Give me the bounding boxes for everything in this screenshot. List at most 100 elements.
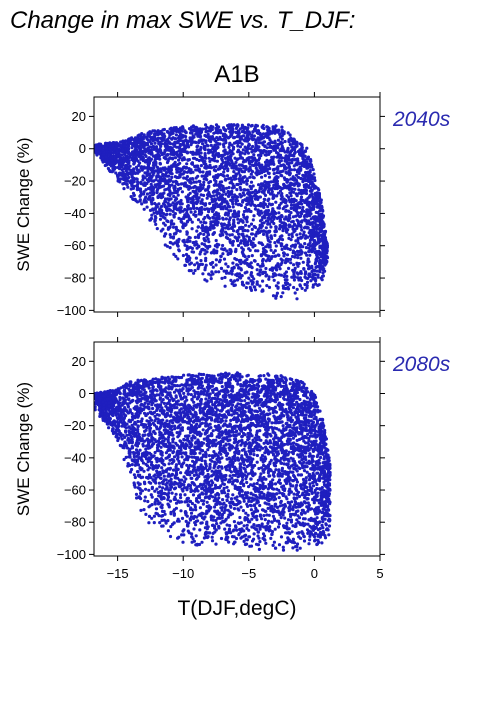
scatter-point — [294, 199, 298, 203]
scatter-point — [258, 153, 263, 157]
scatter-point — [158, 177, 162, 181]
scatter-point — [267, 175, 272, 179]
scatter-point — [236, 148, 240, 152]
scatter-point — [179, 471, 183, 475]
scatter-point — [280, 195, 284, 199]
scatter-point — [227, 136, 231, 140]
scatter-point — [116, 159, 120, 163]
scatter-point — [157, 186, 161, 190]
scatter-point — [247, 142, 251, 146]
scatter-point — [245, 179, 249, 183]
scatter-point — [280, 234, 284, 238]
scatter-point — [300, 228, 304, 232]
scatter-point — [311, 249, 315, 253]
scatter-point — [122, 156, 126, 160]
scatter-point — [125, 150, 130, 154]
scatter-point — [322, 250, 326, 255]
scatter-point — [217, 154, 221, 159]
scatter-point — [265, 153, 269, 157]
scatter-point — [316, 256, 321, 260]
scatter-point — [255, 195, 259, 199]
scatter-point — [197, 167, 201, 171]
scatter-point — [193, 263, 197, 267]
scatter-point — [276, 167, 280, 172]
scatter-point — [292, 285, 296, 290]
scatter-point — [266, 257, 270, 261]
scatter-point — [165, 146, 169, 150]
scatter-point — [217, 270, 221, 274]
scatter-point — [289, 203, 294, 207]
scatter-point — [282, 274, 286, 279]
scatter-point — [262, 232, 266, 236]
scatter-point — [274, 124, 278, 128]
scatter-point — [214, 198, 218, 202]
scatter-point — [185, 162, 189, 166]
scatter-point — [199, 145, 203, 150]
scatter-point — [250, 134, 254, 139]
scatter-point — [162, 221, 166, 225]
scatter-point — [136, 159, 140, 163]
scatter-point — [268, 167, 272, 171]
scatter-point — [299, 225, 303, 229]
scatter-point — [295, 400, 299, 404]
scatter-point — [254, 144, 258, 148]
scatter-point — [236, 144, 240, 148]
scatter-point — [222, 170, 226, 174]
scatter-point — [286, 185, 290, 189]
scatter-point — [265, 273, 269, 277]
scatter-point — [268, 268, 272, 272]
scatter-point — [173, 160, 177, 164]
scatter-point — [252, 156, 256, 160]
scatter-point — [183, 183, 187, 187]
scatter-point — [321, 214, 326, 218]
scatter-point — [289, 261, 293, 265]
scatter-point — [163, 232, 167, 236]
scatter-point — [252, 259, 257, 263]
scatter-point — [129, 187, 133, 191]
scatter-point — [300, 202, 304, 206]
scatter-point — [208, 129, 212, 133]
scatter-point — [165, 244, 169, 248]
scatter-point — [199, 259, 203, 263]
scatter-point — [179, 172, 183, 176]
scatter-point — [223, 152, 227, 156]
scatter-point — [263, 451, 267, 455]
scatter-point — [254, 166, 258, 170]
scatter-point — [259, 201, 263, 206]
scatter-point — [275, 187, 279, 191]
scatter-point — [239, 218, 243, 222]
scatter-point — [288, 158, 292, 162]
scatter-point — [296, 211, 300, 215]
scatter-point — [239, 262, 243, 266]
scatter-point — [308, 222, 312, 226]
scatter-point — [162, 191, 166, 195]
scatter-point — [136, 181, 140, 185]
scatter-point — [236, 140, 240, 145]
scatter-point — [186, 143, 190, 147]
scatter-point — [242, 127, 246, 131]
scatter-point — [231, 205, 235, 209]
scatter-point — [283, 164, 287, 168]
scatter-point — [263, 183, 268, 187]
scatter-point — [312, 172, 316, 176]
scatter-point — [214, 263, 218, 267]
scatter-point — [191, 128, 196, 132]
scatter-point — [292, 177, 296, 181]
scatter-point — [248, 159, 252, 163]
scatter-point — [256, 130, 260, 134]
scatter-point — [147, 162, 151, 166]
scatter-point — [311, 285, 315, 289]
scatter-point — [284, 201, 288, 205]
scatter-point — [232, 145, 236, 149]
scatter-point — [295, 297, 299, 301]
scatter-point — [290, 220, 294, 224]
scatter-point — [262, 140, 267, 144]
scatter-point — [272, 251, 276, 255]
scatter-point — [235, 188, 239, 192]
scatter-point — [182, 215, 186, 220]
scatter-point — [163, 156, 167, 160]
scatter-point — [225, 160, 229, 164]
scatter-point — [228, 156, 232, 160]
scatter-point — [159, 136, 163, 140]
scatter-point — [215, 159, 219, 163]
